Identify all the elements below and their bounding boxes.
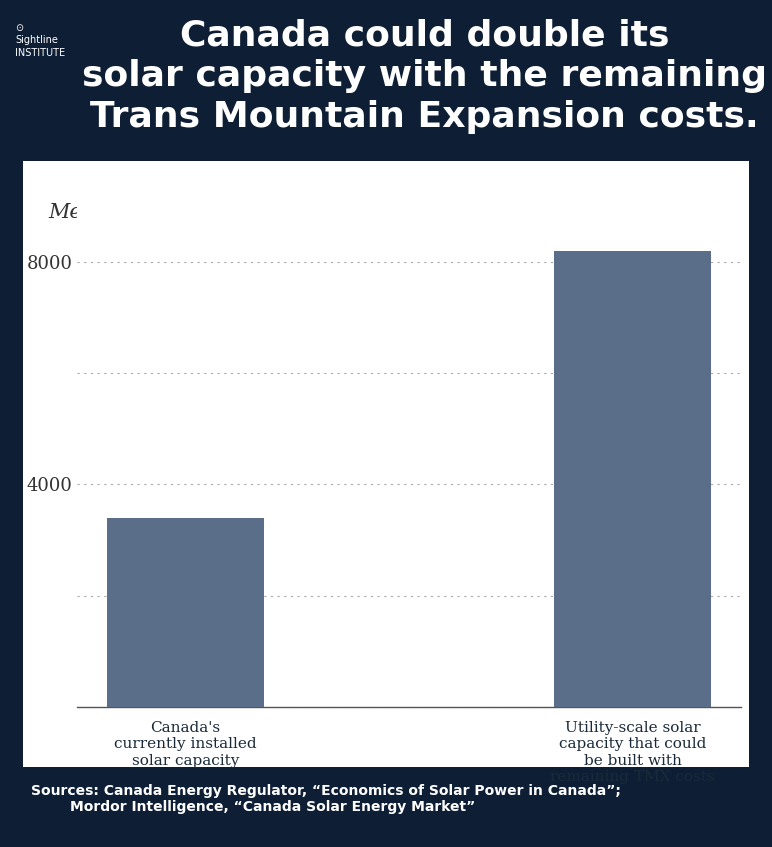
Bar: [107, 518, 264, 707]
Text: ⊙
Sightline
INSTITUTE: ⊙ Sightline INSTITUTE: [15, 23, 66, 58]
Text: Canada could double its
solar capacity with the remaining
Trans Mountain Expansi: Canada could double its solar capacity w…: [82, 19, 767, 134]
Text: Sources: Canada Energy Regulator, “Economics of Solar Power in Canada”;
        : Sources: Canada Energy Regulator, “Econo…: [31, 783, 621, 814]
Text: Megawatts of solar capacity: Megawatts of solar capacity: [49, 203, 347, 222]
FancyBboxPatch shape: [8, 149, 764, 778]
Bar: [554, 251, 711, 707]
